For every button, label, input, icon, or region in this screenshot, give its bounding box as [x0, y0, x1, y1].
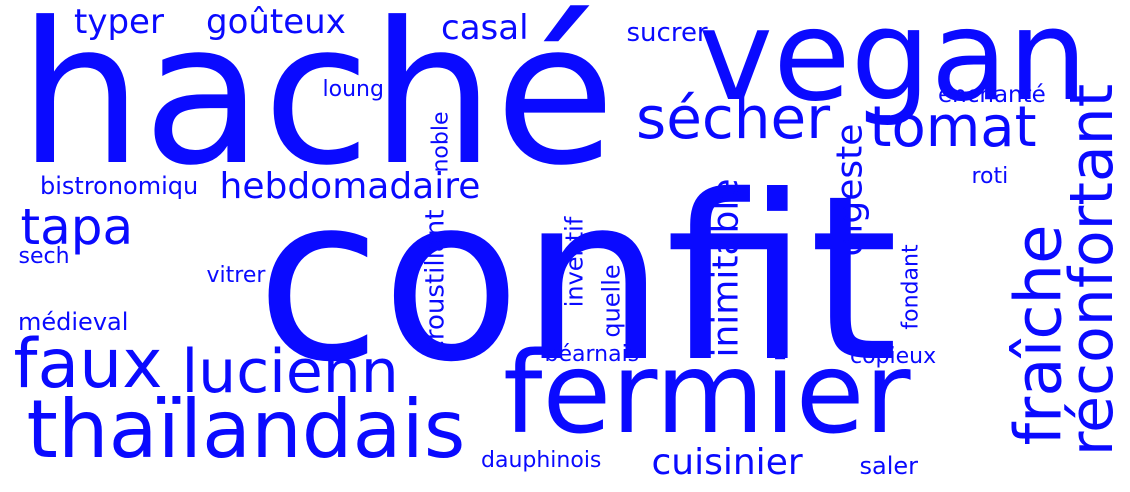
word-lucienn: lucienn: [182, 342, 399, 402]
word-digeste: digeste: [832, 124, 868, 257]
word-inventif: inventif: [562, 217, 586, 308]
word-casal: casal: [441, 11, 529, 45]
word-tomat: tomat: [870, 100, 1037, 156]
word-cuisinier: cuisinier: [652, 445, 803, 481]
word-medieval: médieval: [18, 310, 128, 334]
word-loung: loung: [323, 79, 384, 101]
word-sucrer: sucrer: [627, 20, 708, 46]
word-dauphinois: dauphinois: [481, 450, 601, 472]
word-enchante: enchanté: [938, 84, 1046, 107]
word-copieux: copieux: [850, 346, 936, 368]
word-fondant: fondant: [900, 244, 922, 329]
word-noble: noble: [430, 111, 452, 172]
word-hebdomadaire: hebdomadaire: [220, 169, 481, 205]
word-typer: typer: [74, 5, 164, 39]
word-faux: faux: [14, 331, 163, 399]
word-saler: saler: [860, 454, 919, 478]
word-croustillant: croustillant: [422, 210, 448, 355]
word-gouteux: goûteux: [206, 5, 346, 39]
word-sech: sech: [19, 246, 70, 268]
word-quelle: quelle: [599, 264, 623, 337]
word-vitrer: vitrer: [207, 265, 266, 287]
word-roti: roti: [972, 166, 1009, 188]
word-bistronomiqu: bistronomiqu: [40, 174, 198, 198]
word-bearnais: béarnais: [545, 344, 640, 366]
word-reconfortant: réconfortant: [1062, 84, 1122, 456]
word-secher: sécher: [636, 89, 830, 147]
word-inimitable: inimitable: [708, 178, 744, 357]
